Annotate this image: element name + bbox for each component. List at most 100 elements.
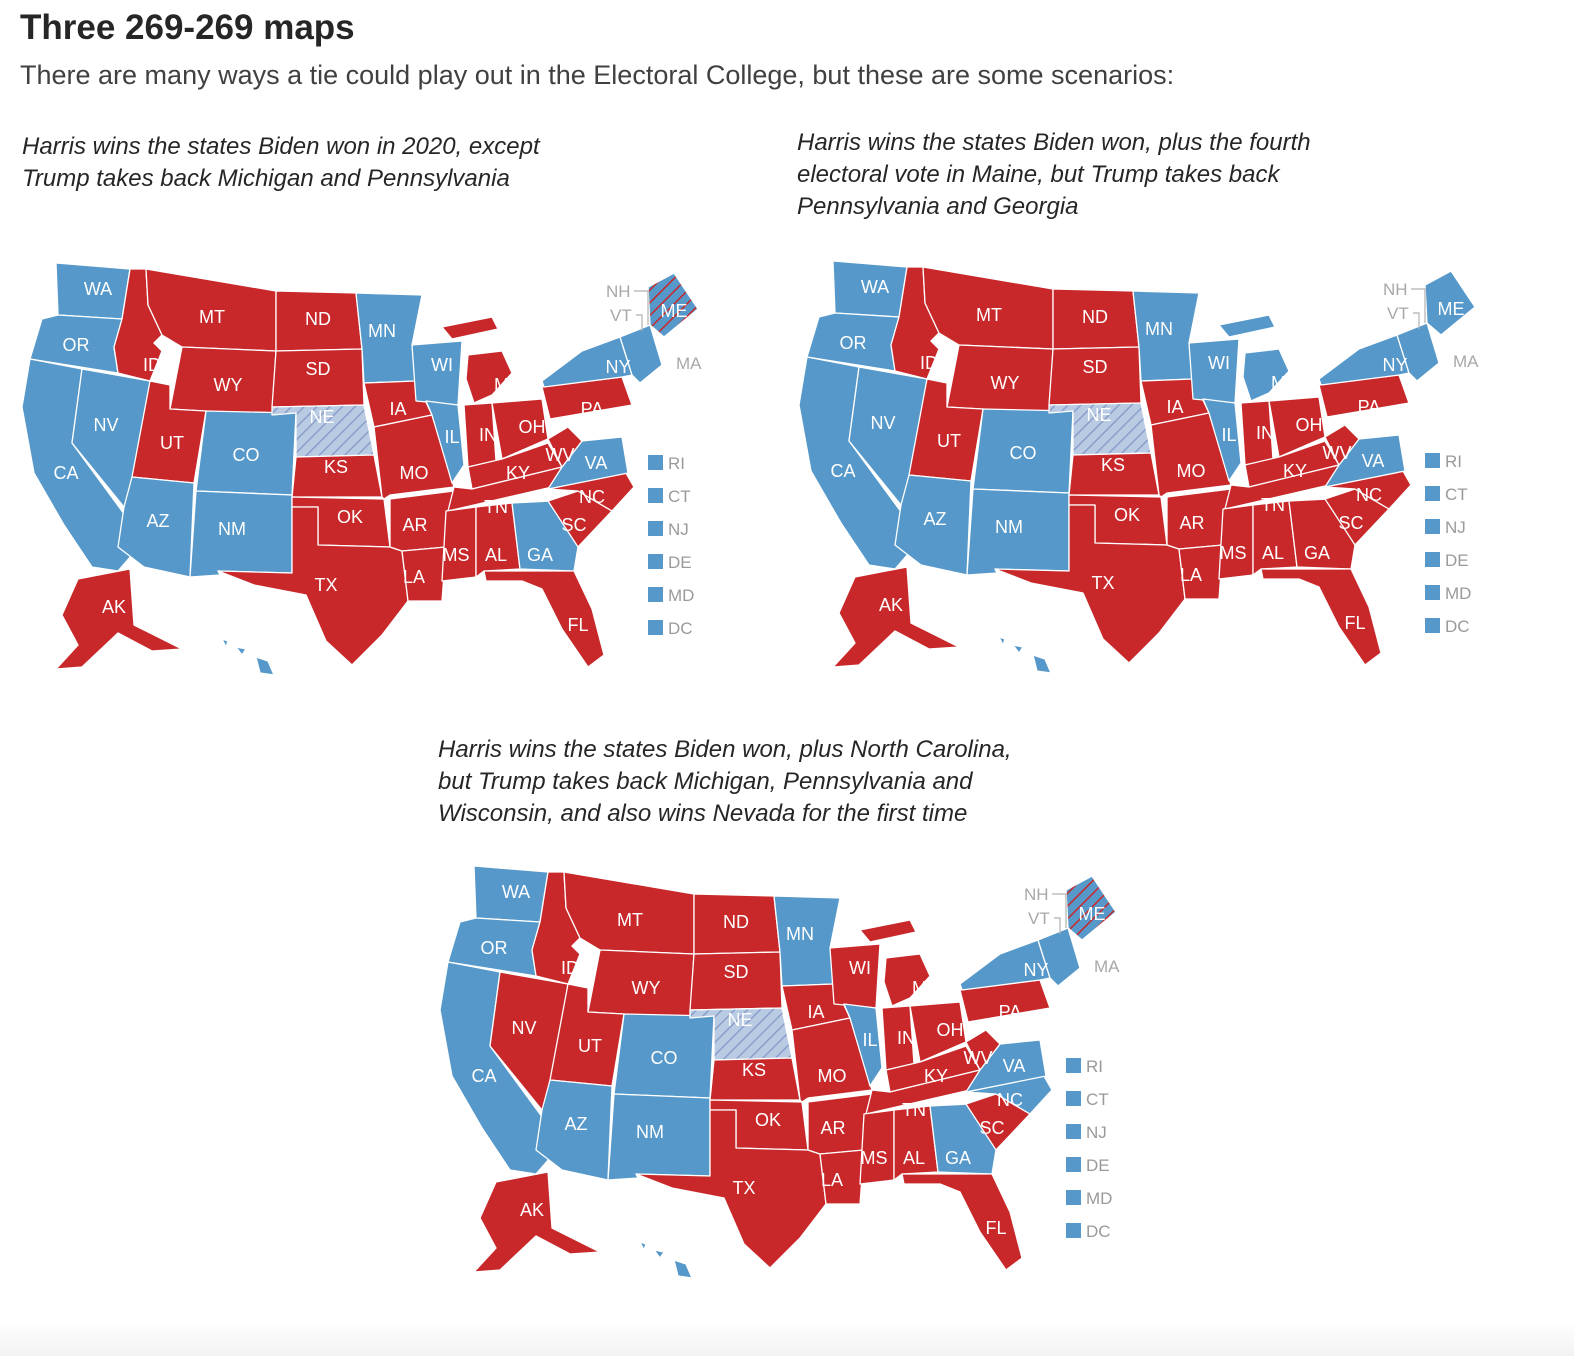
state-label-mt: MT bbox=[976, 305, 1002, 325]
state-label-in: IN bbox=[479, 425, 497, 445]
state-label-nd: ND bbox=[1082, 307, 1108, 327]
state-label-ks: KS bbox=[742, 1060, 766, 1080]
state-label-tx: TX bbox=[314, 575, 337, 595]
state-label-sd: SD bbox=[723, 962, 748, 982]
side-label-nj: NJ bbox=[668, 520, 689, 539]
state-label-la: LA bbox=[821, 1170, 843, 1190]
side-label-ri: RI bbox=[668, 454, 685, 473]
state-label-or: OR bbox=[481, 938, 508, 958]
map-2-caption: Harris wins the states Biden won, plus t… bbox=[797, 127, 1311, 223]
state-ak bbox=[832, 566, 960, 668]
state-label-va: VA bbox=[585, 453, 608, 473]
side-label-de: DE bbox=[1086, 1156, 1110, 1175]
state-label-ut: UT bbox=[578, 1036, 602, 1056]
state-label-tx: TX bbox=[1091, 573, 1114, 593]
state-hi bbox=[639, 1241, 693, 1279]
state-label-mn: MN bbox=[1145, 319, 1173, 339]
callout-ma: MA bbox=[1453, 352, 1479, 371]
state-label-tn: TN bbox=[484, 497, 508, 517]
state-label-nc: NC bbox=[579, 487, 605, 507]
callout-line-nh bbox=[1411, 288, 1426, 323]
callout-nh: NH bbox=[606, 282, 631, 301]
state-wv bbox=[547, 426, 583, 468]
state-label-wv: WV bbox=[1323, 443, 1352, 463]
state-tx bbox=[635, 1109, 827, 1269]
state-me bbox=[1065, 875, 1117, 941]
state-la bbox=[819, 1149, 865, 1205]
state-label-ut: UT bbox=[937, 431, 961, 451]
map-2: WA OR CA NV ID MT WY UT AZ CO NM ND SD NE KS OK TX MN IA MO… bbox=[798, 260, 1479, 674]
state-label-ar: AR bbox=[820, 1118, 845, 1138]
state-label-id: ID bbox=[143, 355, 161, 375]
side-label-md: MD bbox=[1086, 1189, 1112, 1208]
state-label-mt: MT bbox=[199, 307, 225, 327]
side-swatch-de bbox=[1066, 1157, 1081, 1172]
state-label-ia: IA bbox=[807, 1002, 824, 1022]
state-label-wa: WA bbox=[861, 277, 889, 297]
state-label-wa: WA bbox=[84, 279, 112, 299]
state-ms bbox=[441, 506, 477, 582]
side-swatch-de bbox=[648, 554, 663, 569]
state-az bbox=[117, 476, 195, 578]
page-subtitle: There are many ways a tie could play out… bbox=[20, 60, 1175, 90]
side-label-dc: DC bbox=[1445, 617, 1470, 636]
state-label-nc: NC bbox=[997, 1090, 1023, 1110]
callout-line-vt bbox=[1413, 312, 1420, 329]
state-mi bbox=[1218, 314, 1290, 402]
state-ms bbox=[1218, 504, 1254, 580]
state-label-nd: ND bbox=[723, 912, 749, 932]
state-label-va: VA bbox=[1362, 451, 1385, 471]
state-ms bbox=[859, 1109, 895, 1185]
state-label-ne: NE bbox=[727, 1010, 752, 1030]
state-label-mo: MO bbox=[400, 463, 429, 483]
page-title: Three 269-269 maps bbox=[20, 8, 355, 47]
state-label-co: CO bbox=[1010, 443, 1037, 463]
callout-ma: MA bbox=[1094, 957, 1120, 976]
map-2-caption-line: electoral vote in Maine, but Trump takes… bbox=[797, 161, 1280, 188]
side-swatch-dc bbox=[648, 620, 663, 635]
state-label-or: OR bbox=[840, 333, 867, 353]
state-label-ak: AK bbox=[102, 597, 126, 617]
side-swatch-nj bbox=[648, 521, 663, 536]
state-label-ks: KS bbox=[324, 457, 348, 477]
side-label-nj: NJ bbox=[1445, 518, 1466, 537]
map-2-caption-line: Harris wins the states Biden won, plus t… bbox=[797, 129, 1311, 156]
state-label-oh: OH bbox=[519, 417, 546, 437]
state-label-ny: NY bbox=[1023, 960, 1048, 980]
state-label-ny: NY bbox=[1382, 355, 1407, 375]
state-label-wy: WY bbox=[991, 373, 1020, 393]
state-az bbox=[535, 1079, 613, 1181]
state-label-la: LA bbox=[403, 567, 425, 587]
callout-line-nh bbox=[1052, 893, 1067, 928]
state-label-me: ME bbox=[1079, 904, 1106, 924]
side-label-dc: DC bbox=[668, 619, 693, 638]
side-swatch-ri bbox=[1425, 453, 1440, 468]
state-label-wv: WV bbox=[964, 1048, 993, 1068]
side-label-ct: CT bbox=[668, 487, 691, 506]
state-label-co: CO bbox=[651, 1048, 678, 1068]
state-label-ar: AR bbox=[1179, 513, 1204, 533]
side-swatch-ri bbox=[1066, 1058, 1081, 1073]
side-label-de: DE bbox=[668, 553, 692, 572]
callout-ma: MA bbox=[676, 354, 702, 373]
side-swatch-nj bbox=[1425, 519, 1440, 534]
state-label-wy: WY bbox=[214, 375, 243, 395]
state-ky bbox=[1244, 440, 1340, 488]
state-label-me: ME bbox=[1438, 299, 1465, 319]
state-label-mi: MI bbox=[912, 978, 932, 998]
state-label-id: ID bbox=[920, 353, 938, 373]
state-me bbox=[1424, 270, 1476, 336]
state-label-wa: WA bbox=[502, 882, 530, 902]
state-label-sc: SC bbox=[979, 1118, 1004, 1138]
state-label-nv: NV bbox=[511, 1018, 536, 1038]
state-hi bbox=[998, 636, 1052, 674]
side-swatch-dc bbox=[1066, 1223, 1081, 1238]
state-label-tn: TN bbox=[902, 1100, 926, 1120]
state-label-wv: WV bbox=[546, 445, 575, 465]
state-label-pa: PA bbox=[1358, 397, 1381, 417]
state-ky bbox=[885, 1045, 981, 1093]
map-3-caption-line: Harris wins the states Biden won, plus N… bbox=[438, 736, 1012, 763]
state-wv bbox=[965, 1029, 1001, 1071]
state-hi bbox=[221, 638, 275, 676]
map-3-caption-line: Wisconsin, and also wins Nevada for the … bbox=[438, 800, 968, 827]
